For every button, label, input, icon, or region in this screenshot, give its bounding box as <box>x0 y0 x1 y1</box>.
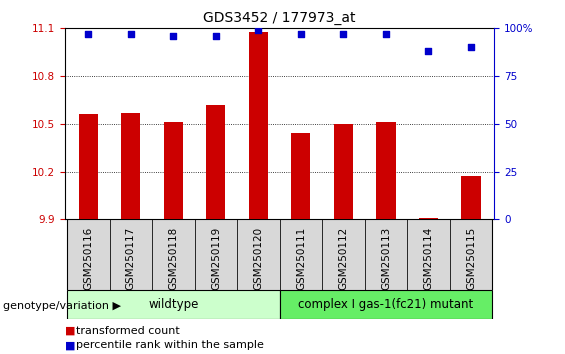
Bar <box>407 219 450 290</box>
Point <box>84 31 93 37</box>
Bar <box>206 105 225 219</box>
Bar <box>67 219 110 290</box>
Point <box>297 31 306 37</box>
Bar <box>249 32 268 219</box>
Text: transformed count: transformed count <box>76 326 180 336</box>
Bar <box>152 219 195 290</box>
Text: percentile rank within the sample: percentile rank within the sample <box>76 340 264 350</box>
Point <box>381 31 390 37</box>
Text: GSM250119: GSM250119 <box>211 227 221 290</box>
Bar <box>376 122 396 219</box>
Point <box>169 33 178 39</box>
Text: GSM250115: GSM250115 <box>466 227 476 290</box>
Bar <box>237 219 280 290</box>
Bar <box>419 218 438 219</box>
Text: GSM250116: GSM250116 <box>84 227 93 290</box>
Bar <box>334 124 353 219</box>
Bar <box>79 114 98 219</box>
Bar <box>322 219 364 290</box>
Bar <box>164 122 183 219</box>
Text: ■: ■ <box>65 340 76 350</box>
Text: GSM250117: GSM250117 <box>126 227 136 290</box>
Point <box>467 45 476 50</box>
Bar <box>280 290 492 319</box>
Point <box>254 27 263 33</box>
Text: GSM250111: GSM250111 <box>296 227 306 290</box>
Text: GSM250120: GSM250120 <box>254 227 263 290</box>
Bar <box>450 219 492 290</box>
Text: GSM250114: GSM250114 <box>424 227 433 290</box>
Bar <box>292 133 311 219</box>
Point <box>127 31 136 37</box>
Text: wildtype: wildtype <box>148 298 198 311</box>
Bar <box>195 219 237 290</box>
Point <box>339 31 348 37</box>
Bar <box>364 219 407 290</box>
Text: GSM250112: GSM250112 <box>338 227 349 290</box>
Text: ■: ■ <box>65 326 76 336</box>
Text: GSM250113: GSM250113 <box>381 227 391 290</box>
Bar <box>110 219 152 290</box>
Point <box>424 48 433 54</box>
Bar <box>121 113 141 219</box>
Bar <box>67 290 280 319</box>
Text: GSM250118: GSM250118 <box>168 227 179 290</box>
Bar <box>462 177 481 219</box>
Bar <box>280 219 322 290</box>
Point <box>211 33 220 39</box>
Text: complex I gas-1(fc21) mutant: complex I gas-1(fc21) mutant <box>298 298 473 311</box>
Text: genotype/variation ▶: genotype/variation ▶ <box>3 301 121 311</box>
Title: GDS3452 / 177973_at: GDS3452 / 177973_at <box>203 11 356 24</box>
